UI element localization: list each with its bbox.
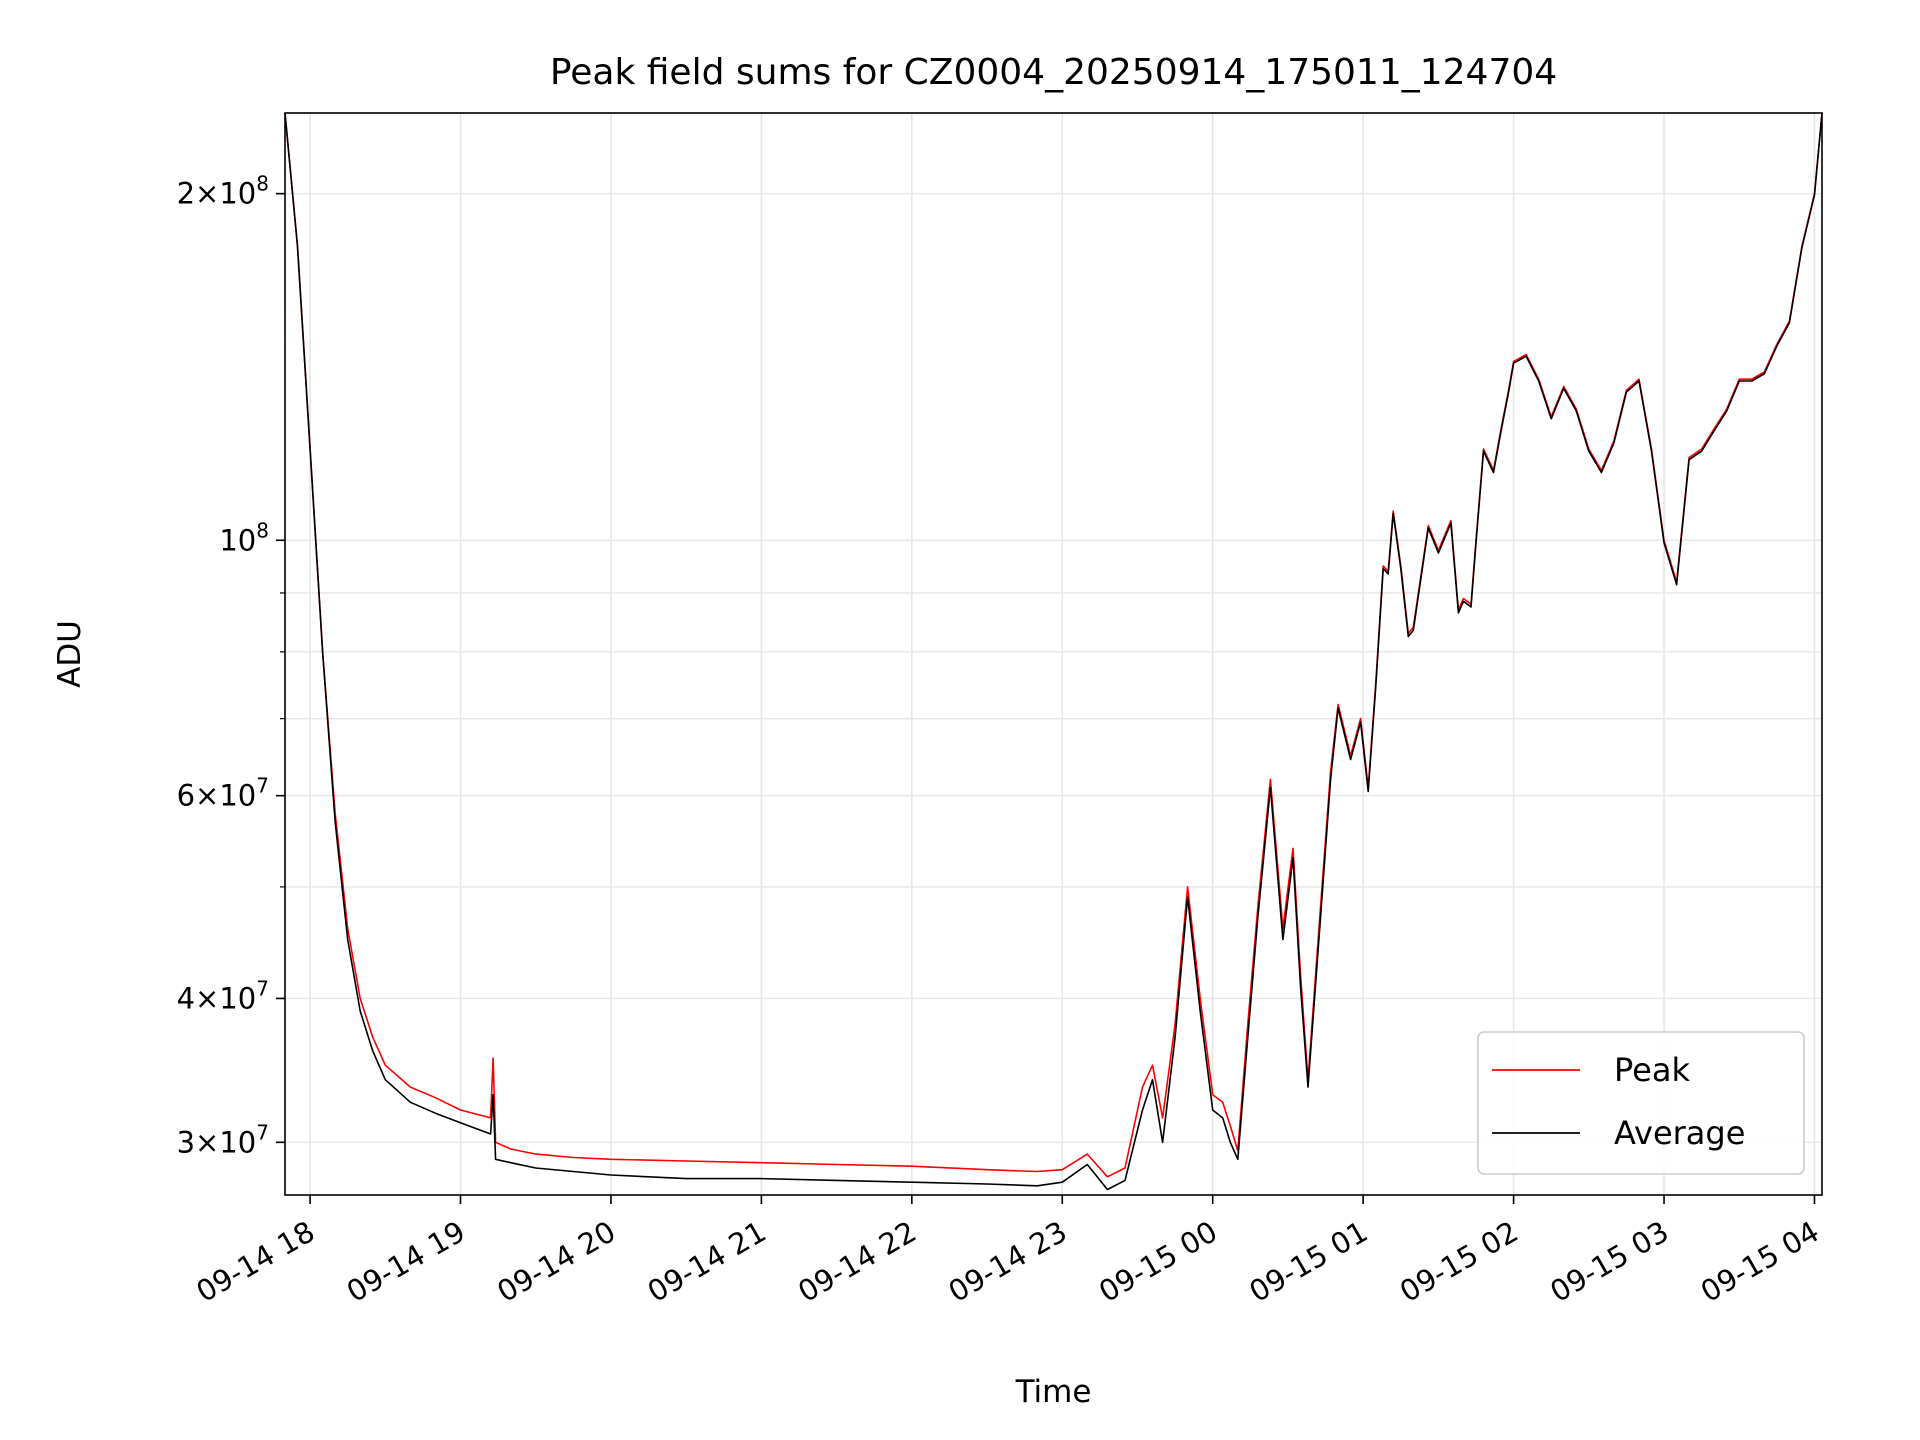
y-tick-label: 4×107: [177, 976, 269, 1015]
y-tick-label: 6×107: [177, 774, 269, 813]
grid-lines: [285, 113, 1822, 1195]
series-line-average: [284, 112, 1823, 1191]
legend: Peak Average: [1477, 1031, 1805, 1175]
legend-label-peak: Peak: [1614, 1051, 1690, 1089]
series-layer: [284, 112, 1823, 1191]
y-tick-label: 2×108: [177, 172, 269, 211]
plot-area-frame: [284, 112, 1823, 1196]
legend-box: [1477, 1031, 1805, 1175]
chart-title: Peak field sums for CZ0004_20250914_1750…: [550, 52, 1557, 93]
y-tick-label: 3×107: [177, 1120, 269, 1159]
y-axis-label: ADU: [52, 620, 88, 688]
x-axis-label: Time: [1015, 1374, 1092, 1410]
legend-label-average: Average: [1614, 1114, 1745, 1152]
